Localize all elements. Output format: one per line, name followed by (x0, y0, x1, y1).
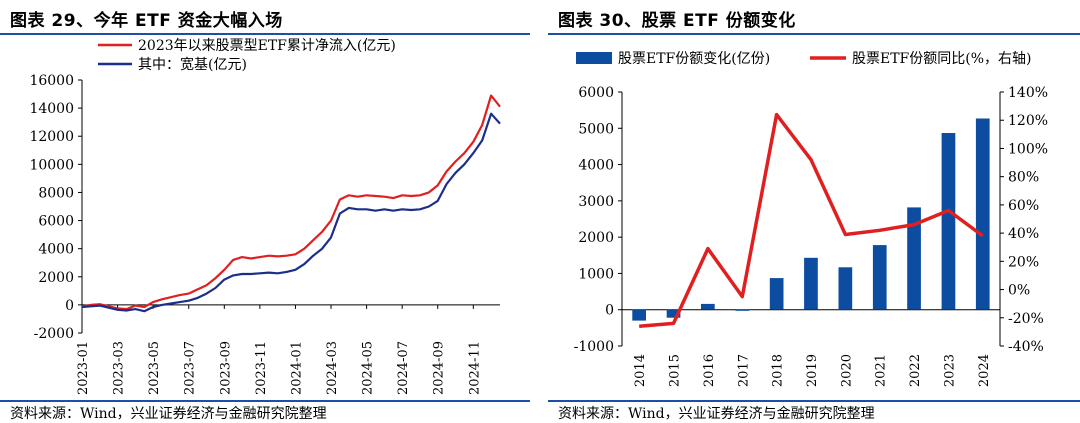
right-title-rule (548, 33, 1080, 35)
x-tick-label: 2024-05 (361, 341, 376, 395)
yoy-series-line (639, 112, 984, 328)
x-tick-label: 2024-01 (289, 341, 304, 395)
legend-swatch-share-change (576, 52, 612, 64)
y-tick-label: 0 (65, 298, 74, 314)
bar-2015 (666, 309, 681, 318)
legend-label-total-inflow: 2023年以来股票型ETF累计净流入(亿元) (138, 38, 396, 54)
y-tick-label: 8000 (38, 185, 74, 201)
left-y-tick-label: 2000 (578, 230, 614, 246)
y-tick-label: 12000 (29, 129, 74, 145)
right-figure-title: 图表 30、股票 ETF 份额变化 (558, 11, 796, 31)
left-y-tick-label: 0 (605, 303, 614, 319)
bar-2014 (632, 309, 646, 321)
right-y-tick-label: 40% (1008, 226, 1039, 242)
y-tick-label: 2000 (38, 270, 74, 286)
bar-2019 (804, 257, 818, 310)
bar-2020 (838, 267, 853, 310)
right-y-tick-label: 120% (1008, 113, 1048, 129)
x-category-label: 2019 (805, 354, 820, 387)
x-category-label: 2022 (908, 354, 923, 387)
right-chart-panel: 图表 30、股票 ETF 份额变化 -1000 0 1000 2000 3000 4000… (548, 0, 1080, 423)
left-y-tick-label: 1000 (578, 266, 614, 282)
left-y-tick-label: -1000 (574, 339, 614, 355)
total-inflow-series-line (81, 94, 501, 311)
x-tick-label: 2024-03 (325, 341, 340, 395)
x-category-label: 2018 (771, 354, 786, 387)
x-tick-label: 2024-09 (432, 341, 447, 395)
x-category-label: 2016 (702, 354, 717, 387)
y-tick-label: 6000 (38, 214, 74, 230)
bar-2021 (872, 245, 887, 310)
y-tick-label: -2000 (34, 326, 74, 342)
right-y-tick-label: 20% (1008, 254, 1039, 270)
y-tick-label: 16000 (29, 73, 74, 89)
x-category-label: 2014 (633, 354, 648, 387)
x-category-label: 2021 (874, 354, 889, 387)
bar-2024 (975, 118, 990, 310)
right-source-note: 资料来源：Wind，兴业证券经济与金融研究院整理 (558, 406, 875, 422)
left-y-tick-label: 4000 (578, 158, 614, 174)
right-y-tick-label: 80% (1008, 170, 1039, 186)
x-category-label: 2015 (668, 354, 683, 387)
right-y-tick-label: -20% (1008, 311, 1044, 327)
right-y-tick-label: 100% (1008, 141, 1048, 157)
bar-2022 (907, 207, 921, 310)
x-category-label: 2024 (977, 354, 992, 387)
cumulative-inflow-line-chart: -2000 0 2000 4000 6000 8000 10000 12000 14000 160… (29, 38, 501, 395)
bar-2018 (769, 278, 784, 310)
left-title-rule (0, 33, 530, 35)
y-tick-label: 4000 (38, 242, 74, 258)
left-chart-panel: 图表 29、今年 ETF 资金大幅入场 -2000 0 2000 4000 6000 80… (0, 0, 530, 423)
left-y-tick-label: 6000 (578, 85, 614, 101)
x-tick-label: 2023-03 (112, 341, 127, 395)
x-tick-label: 2024-07 (396, 341, 411, 395)
bar-2017 (735, 309, 750, 311)
x-category-label: 2020 (839, 354, 854, 387)
x-tick-label: 2023-09 (218, 341, 233, 395)
left-figure-title: 图表 29、今年 ETF 资金大幅入场 (10, 11, 283, 31)
left-y-tick-label: 3000 (578, 194, 614, 210)
x-category-label: 2017 (736, 354, 751, 387)
left-source-rule (0, 400, 530, 402)
bar-2016 (701, 303, 715, 310)
x-tick-label: 2023-01 (76, 341, 91, 395)
legend-label-share-change: 股票ETF份额变化(亿份) (618, 51, 770, 67)
legend-label-yoy: 股票ETF份额同比(%，右轴) (852, 51, 1032, 67)
broad-base-series-line (81, 112, 501, 313)
right-y-tick-label: 60% (1008, 198, 1039, 214)
x-tick-label: 2023-07 (183, 341, 198, 395)
left-source-note: 资料来源：Wind，兴业证券经济与金融研究院整理 (10, 406, 327, 422)
x-category-label: 2023 (942, 354, 957, 387)
legend-label-broad-base: 其中：宽基(亿元) (138, 56, 247, 73)
share-change-combo-chart: -1000 0 1000 2000 3000 4000 5000 6000 -40% -20% 0%… (574, 51, 1048, 387)
left-y-tick-label: 5000 (578, 121, 614, 137)
x-tick-label: 2023-05 (147, 341, 162, 395)
y-tick-label: 10000 (29, 157, 74, 173)
right-y-tick-label: -40% (1008, 339, 1044, 355)
x-tick-label: 2023-11 (254, 341, 269, 395)
right-y-tick-label: 140% (1008, 85, 1048, 101)
right-y-tick-label: 0% (1008, 283, 1030, 299)
x-tick-label: 2024-11 (467, 341, 482, 395)
y-tick-label: 14000 (29, 101, 74, 117)
right-source-rule (548, 400, 1080, 402)
bar-2023 (941, 133, 956, 310)
